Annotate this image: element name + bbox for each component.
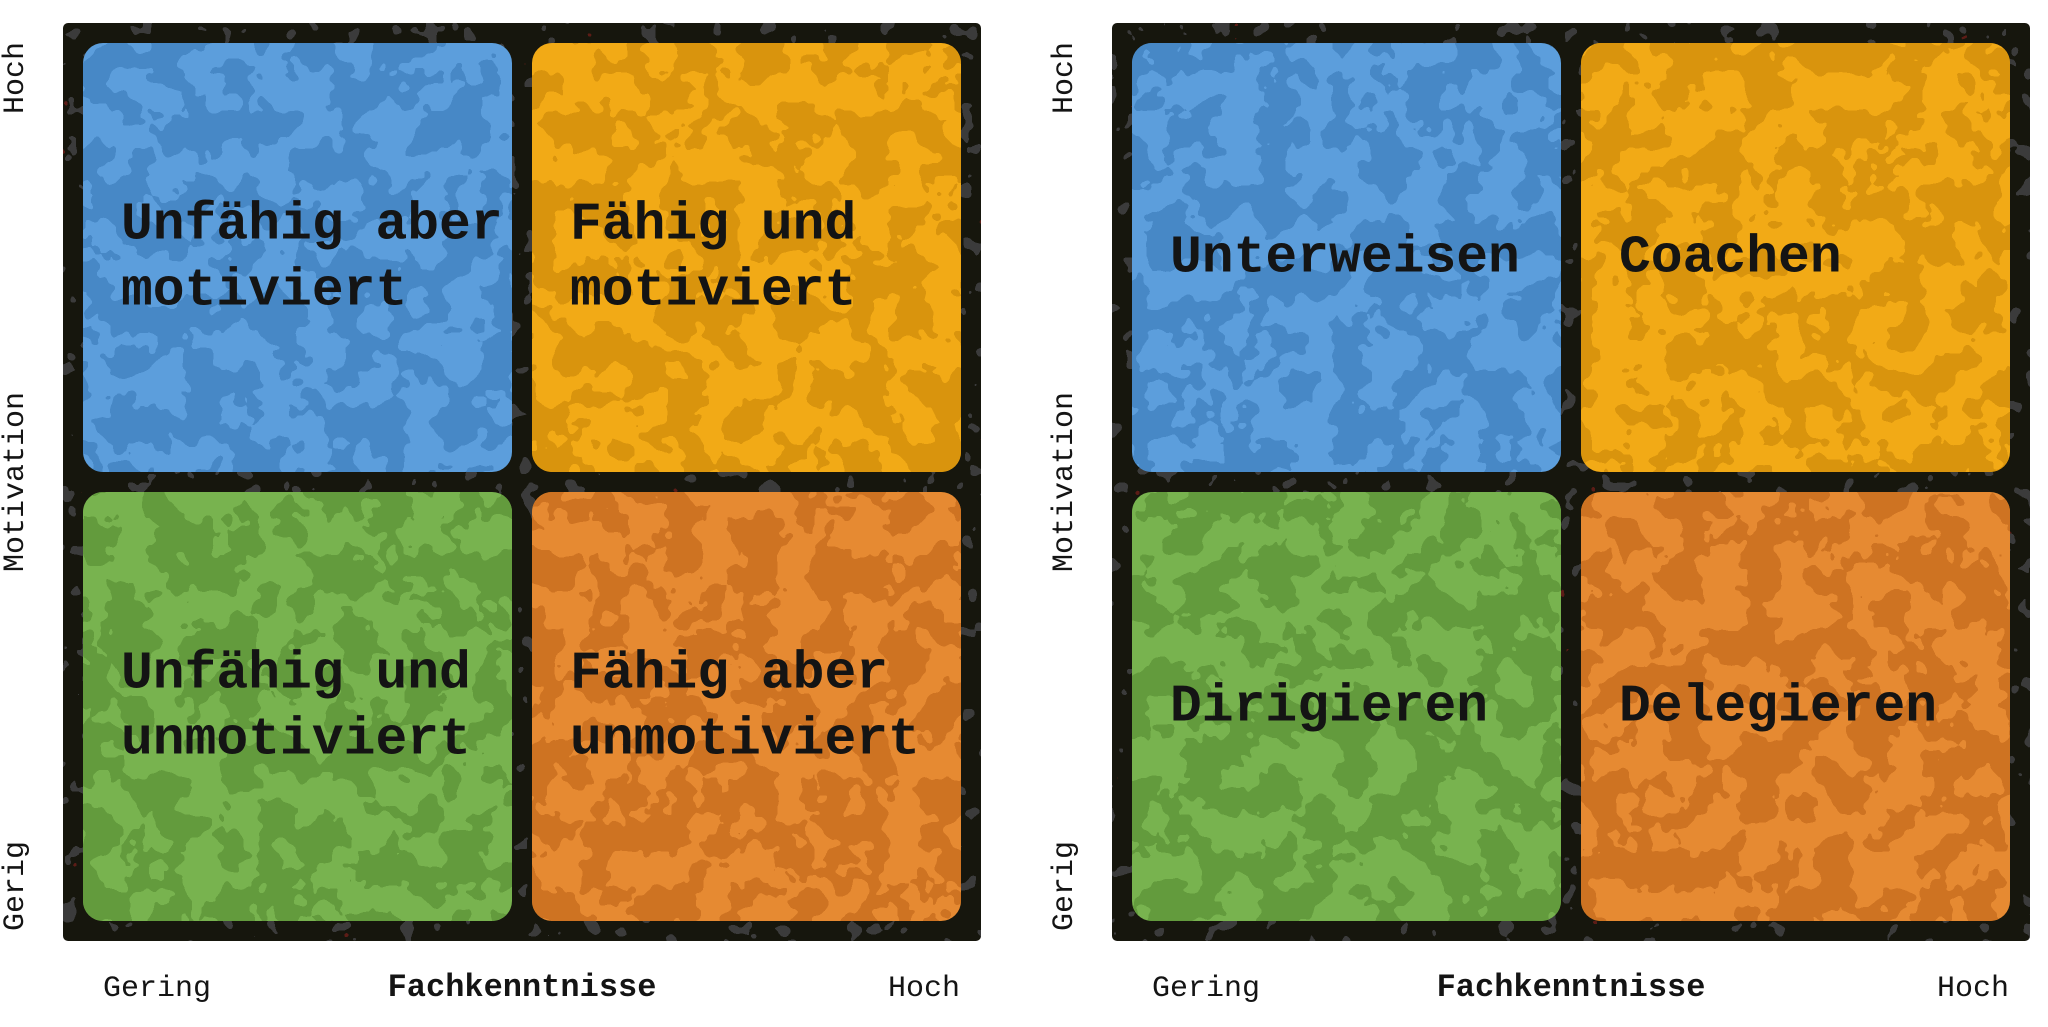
svg-text:Hoch: Hoch [888,972,960,1006]
svg-text:Fachkenntnisse: Fachkenntnisse [1437,969,1706,1006]
svg-text:Coachen: Coachen [1619,228,1842,288]
svg-text:Unfähig aber: Unfähig aber [121,195,503,255]
svg-text:Gerig: Gerig [1048,841,1082,931]
svg-text:Fachkenntnisse: Fachkenntnisse [388,969,657,1006]
svg-text:Hoch: Hoch [1048,42,1082,114]
svg-text:motiviert: motiviert [121,261,407,321]
svg-text:Dirigieren: Dirigieren [1170,677,1488,737]
svg-text:Unfähig und: Unfähig und [121,644,471,704]
svg-text:Fähig aber: Fähig aber [570,644,888,704]
svg-text:Fähig und: Fähig und [570,195,856,255]
svg-text:unmotiviert: unmotiviert [570,710,920,770]
svg-text:Gering: Gering [103,972,211,1006]
svg-text:Hoch: Hoch [0,42,33,114]
svg-text:Motivation: Motivation [1048,392,1082,572]
svg-text:Gerig: Gerig [0,841,33,931]
svg-text:Gering: Gering [1152,972,1260,1006]
svg-text:unmotiviert: unmotiviert [121,710,471,770]
svg-text:Motivation: Motivation [0,392,33,572]
svg-text:Hoch: Hoch [1937,972,2009,1006]
svg-text:motiviert: motiviert [570,261,856,321]
svg-text:Unterweisen: Unterweisen [1170,228,1520,288]
svg-text:Delegieren: Delegieren [1619,677,1937,737]
